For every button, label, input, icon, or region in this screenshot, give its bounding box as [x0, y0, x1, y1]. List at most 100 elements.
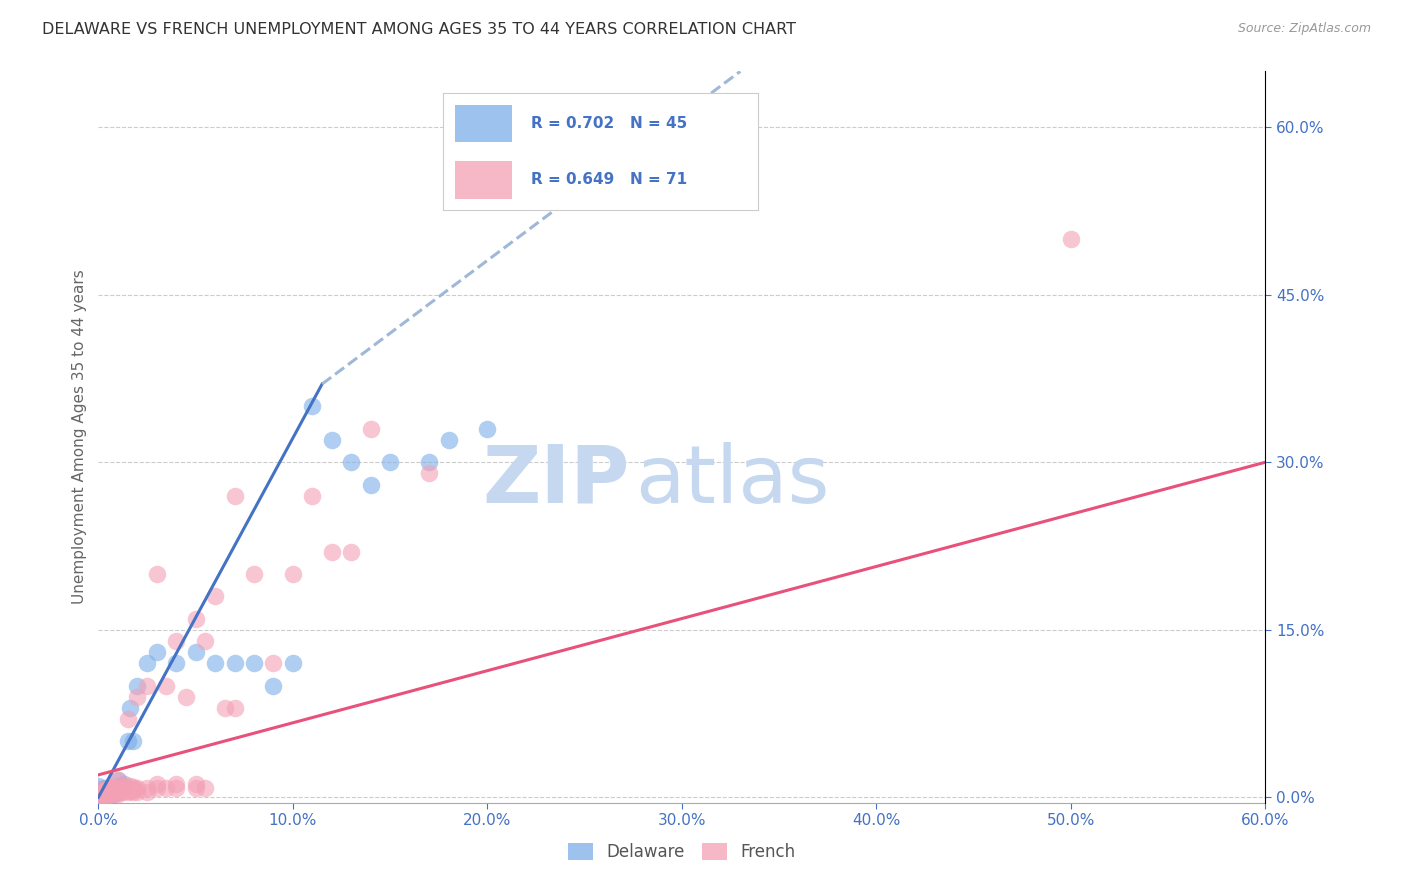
Point — [101, 781, 124, 796]
Point — [103, 787, 125, 801]
Point — [165, 781, 187, 796]
Point — [91, 788, 114, 802]
Point — [155, 679, 177, 693]
Point — [112, 783, 135, 797]
Point — [118, 779, 141, 793]
Point — [224, 489, 246, 503]
Point — [104, 782, 127, 797]
Text: DELAWARE VS FRENCH UNEMPLOYMENT AMONG AGES 35 TO 44 YEARS CORRELATION CHART: DELAWARE VS FRENCH UNEMPLOYMENT AMONG AG… — [42, 22, 796, 37]
Point — [93, 788, 115, 802]
Point — [301, 489, 323, 503]
Point — [360, 477, 382, 491]
Point — [184, 645, 207, 659]
Point — [107, 773, 129, 788]
Text: Source: ZipAtlas.com: Source: ZipAtlas.com — [1237, 22, 1371, 36]
Point — [477, 422, 499, 436]
Point — [87, 788, 110, 802]
Point — [127, 784, 149, 798]
Point — [127, 679, 149, 693]
Y-axis label: Unemployment Among Ages 35 to 44 years: Unemployment Among Ages 35 to 44 years — [72, 269, 87, 605]
Point — [87, 790, 110, 805]
Point — [165, 633, 187, 648]
Text: ZIP: ZIP — [482, 442, 630, 520]
Point — [127, 690, 149, 704]
Point — [437, 433, 460, 447]
Point — [136, 657, 159, 671]
Point — [96, 784, 118, 798]
Text: atlas: atlas — [636, 442, 830, 520]
Point — [146, 777, 169, 791]
Point — [103, 787, 125, 801]
Point — [91, 784, 114, 798]
Point — [87, 779, 110, 793]
Point — [97, 788, 120, 802]
Point — [107, 773, 129, 788]
Point — [117, 784, 139, 798]
Point — [184, 611, 207, 625]
Point — [112, 779, 135, 793]
Point — [360, 422, 382, 436]
Point — [214, 701, 236, 715]
Point — [165, 777, 187, 791]
Point — [243, 566, 266, 581]
Legend: Delaware, French: Delaware, French — [562, 836, 801, 868]
Point — [97, 781, 120, 796]
Point — [121, 782, 143, 797]
Point — [174, 690, 197, 704]
Point — [224, 657, 246, 671]
Point — [1060, 232, 1083, 246]
Point — [87, 782, 110, 797]
Point — [104, 783, 127, 797]
Point — [107, 787, 129, 801]
Point — [118, 783, 141, 797]
Point — [418, 455, 440, 469]
Point — [97, 784, 120, 798]
Point — [262, 657, 284, 671]
Point — [96, 788, 118, 802]
Point — [98, 787, 121, 801]
Point — [107, 779, 129, 793]
Point — [91, 790, 114, 805]
Point — [104, 786, 127, 800]
Point — [122, 784, 145, 798]
Point — [340, 544, 363, 558]
Point — [101, 784, 124, 798]
Point — [301, 400, 323, 414]
Point — [122, 780, 145, 794]
Point — [146, 566, 169, 581]
Point — [87, 787, 110, 801]
Point — [122, 734, 145, 748]
Point — [91, 784, 114, 798]
Point — [117, 712, 139, 726]
Point — [340, 455, 363, 469]
Point — [124, 782, 146, 797]
Point — [224, 701, 246, 715]
Point — [204, 589, 226, 603]
Point — [103, 781, 125, 796]
Point — [93, 781, 115, 796]
Point — [165, 657, 187, 671]
Point — [87, 782, 110, 797]
Point — [93, 783, 115, 797]
Point — [194, 633, 217, 648]
Point — [103, 781, 125, 796]
Point — [87, 790, 110, 805]
Point — [107, 779, 129, 793]
Point — [418, 467, 440, 481]
Point — [96, 783, 118, 797]
Point — [117, 781, 139, 796]
Point — [262, 679, 284, 693]
Point — [97, 786, 120, 800]
Point — [98, 782, 121, 797]
Point — [281, 566, 304, 581]
Point — [146, 645, 169, 659]
Point — [378, 455, 402, 469]
Point — [117, 734, 139, 748]
Point — [107, 783, 129, 797]
Point — [127, 781, 149, 796]
Point — [146, 781, 169, 796]
Point — [107, 784, 129, 798]
Point — [155, 781, 177, 796]
Point — [321, 433, 343, 447]
Point — [194, 781, 217, 796]
